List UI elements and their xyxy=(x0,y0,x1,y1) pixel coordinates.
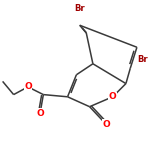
Text: Br: Br xyxy=(137,55,148,64)
Text: O: O xyxy=(102,120,110,129)
Text: Br: Br xyxy=(74,4,85,13)
Text: O: O xyxy=(36,109,44,118)
Text: O: O xyxy=(109,92,117,101)
Text: O: O xyxy=(24,82,32,91)
